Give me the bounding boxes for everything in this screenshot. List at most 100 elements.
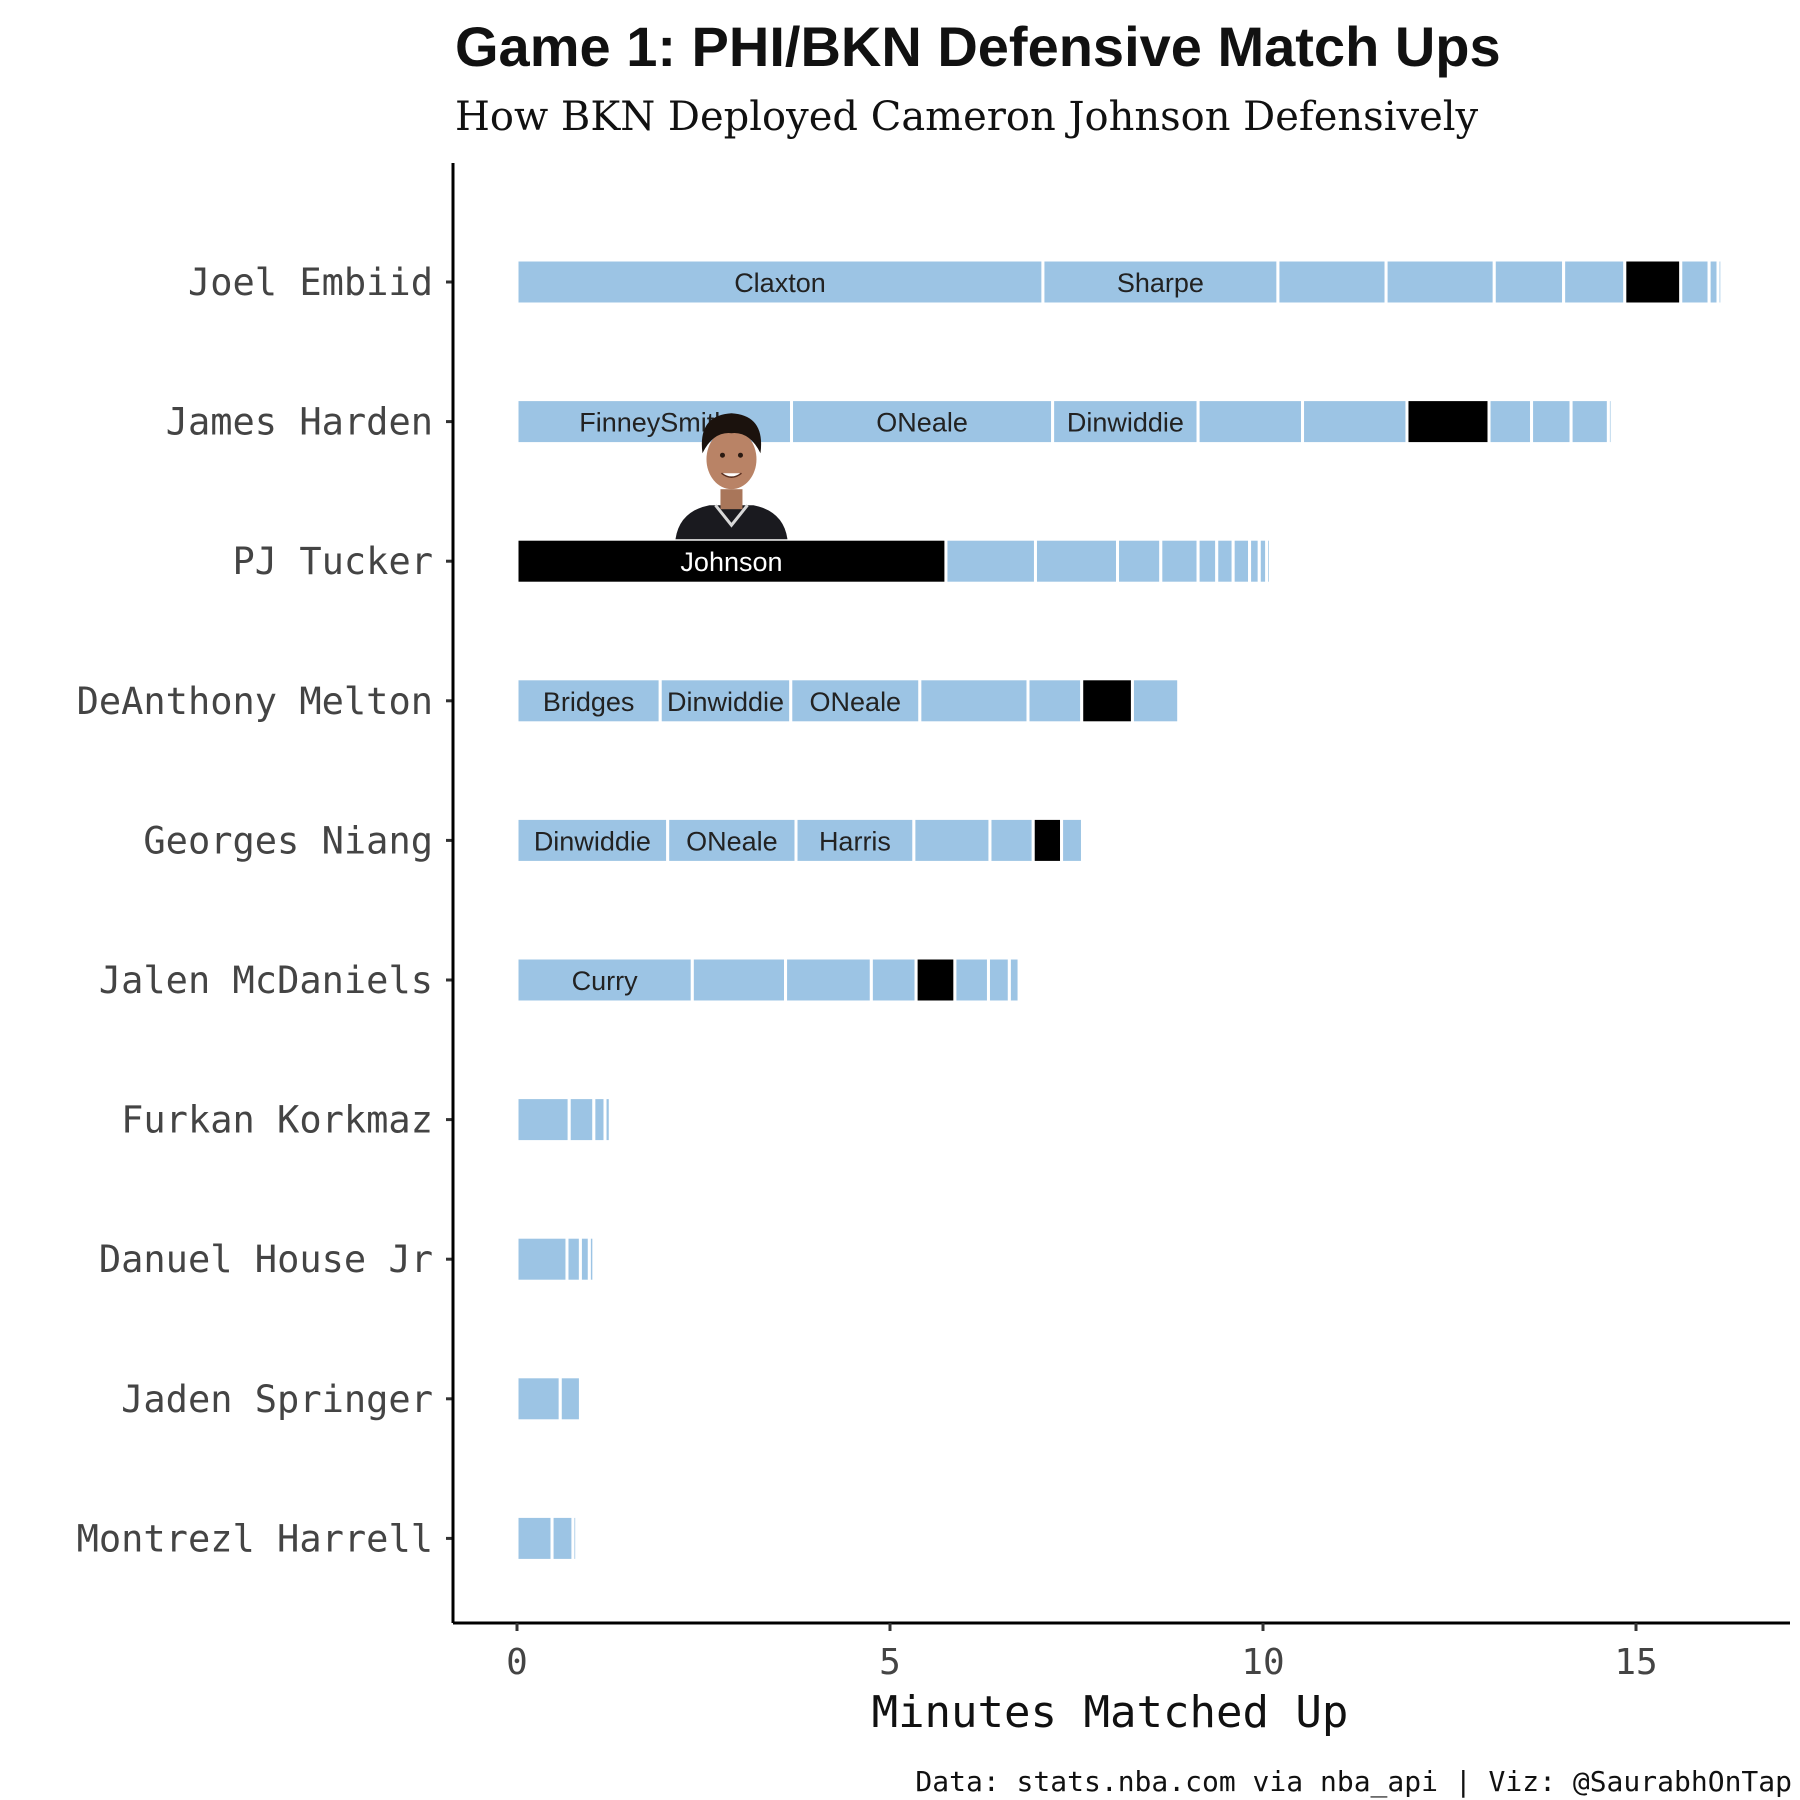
bar-segment-pj-tucker-2 [944, 537, 1037, 585]
segment-label-james-harden-oneale: ONeale [876, 408, 968, 438]
bar-segment-joel-embiid-3 [1276, 258, 1388, 306]
x-tick-label-15: 15 [1614, 1642, 1657, 1683]
segment-label-georges-niang-harris: Harris [819, 826, 891, 856]
bar-segment-james-harden-5 [1301, 398, 1409, 446]
y-label-montrezl-harrell: Montrezl Harrell [77, 1517, 433, 1560]
y-label-joel-embiid: Joel Embiid [188, 261, 433, 304]
bar-segment-joel-embiid-6 [1562, 258, 1627, 306]
y-label-pj-tucker: PJ Tucker [233, 540, 433, 583]
bar-segment-pj-tucker-6 [1196, 537, 1219, 585]
bar-segment-jalen-mcdaniels-7 [986, 956, 1011, 1004]
bar-segment-joel-embiid-7 [1623, 258, 1683, 306]
headshot-neck [720, 489, 743, 510]
bar-segment-georges-niang-6 [1031, 816, 1064, 864]
bar-segment-james-harden-3 [1051, 398, 1200, 446]
y-label-jaden-springer: Jaden Springer [121, 1378, 433, 1421]
bar-segment-james-harden-9 [1569, 398, 1610, 446]
segment-label-deanthony-melton-oneale: ONeale [810, 687, 902, 717]
bar-segment-jalen-mcdaniels-1 [515, 956, 694, 1004]
bar-segment-james-harden-4 [1196, 398, 1305, 446]
chart-subtitle: How BKN Deployed Cameron Johnson Defensi… [455, 94, 1479, 140]
bar-segment-furkan-korkmaz-1 [515, 1096, 571, 1144]
bar-segment-danuel-house-jr-2 [565, 1235, 582, 1283]
bar-segment-joel-embiid-1 [515, 258, 1045, 306]
bar-segment-joel-embiid-5 [1492, 258, 1566, 306]
bar-segment-pj-tucker-8 [1231, 537, 1252, 585]
x-tick-label-0: 0 [506, 1642, 528, 1683]
bar-segment-james-harden-2 [790, 398, 1055, 446]
y-label-georges-niang: Georges Niang [143, 819, 433, 862]
x-tick-label-10: 10 [1241, 1642, 1284, 1683]
bar-segment-jalen-mcdaniels-4 [869, 956, 918, 1004]
bar-segment-deanthony-melton-3 [789, 677, 922, 725]
y-label-furkan-korkmaz: Furkan Korkmaz [121, 1099, 433, 1142]
bar-segment-joel-embiid-10 [1716, 258, 1724, 306]
x-axis: 0 5 10 15 [453, 1621, 1790, 1683]
bar-segment-montrezl-harrell-2 [550, 1514, 575, 1562]
bar-segment-montrezl-harrell-1 [515, 1514, 554, 1562]
y-label-danuel-house-jr: Danuel House Jr [99, 1238, 433, 1281]
bar-segment-joel-embiid-2 [1041, 258, 1280, 306]
y-label-james-harden: James Harden [166, 401, 433, 444]
y-axis: Joel Embiid James Harden PJ Tucker DeAnthon… [77, 163, 455, 1623]
bar-segment-jalen-mcdaniels-3 [784, 956, 873, 1004]
bar-segment-georges-niang-5 [988, 816, 1035, 864]
headshot-face [706, 429, 757, 490]
headshot-jersey [675, 505, 788, 540]
headshot-hair [701, 413, 762, 454]
segment-label-joel-embiid-claxton: Claxton [734, 268, 826, 298]
bar-segment-pj-tucker-1 [515, 537, 948, 585]
bar-segment-danuel-house-jr-4 [587, 1235, 596, 1283]
bar-segment-joel-embiid-4 [1384, 258, 1496, 306]
bar-segment-joel-embiid-8 [1679, 258, 1711, 306]
chart-title: Game 1: PHI/BKN Defensive Match Ups [455, 15, 1501, 78]
bar-segment-jaden-springer-2 [558, 1375, 582, 1423]
segment-label-georges-niang-dinwiddie: Dinwiddie [534, 826, 651, 856]
headshot-eye-left [719, 452, 725, 458]
bar-segment-georges-niang-7 [1060, 816, 1084, 864]
bar-segment-deanthony-melton-6 [1080, 677, 1134, 725]
player-headshot-icon [675, 413, 788, 540]
bar-segment-james-harden-7 [1487, 398, 1534, 446]
bar-segment-pj-tucker-11 [1265, 537, 1272, 585]
bar-segment-james-harden-6 [1405, 398, 1491, 446]
bar-segment-pj-tucker-7 [1215, 537, 1235, 585]
bar-segment-montrezl-harrell-3 [571, 1514, 579, 1562]
bar-segment-pj-tucker-4 [1116, 537, 1163, 585]
bar-segment-james-harden-8 [1530, 398, 1573, 446]
x-axis-title: Minutes Matched Up [872, 1687, 1349, 1738]
x-tick-label-5: 5 [879, 1642, 901, 1683]
bar-segment-furkan-korkmaz-4 [603, 1096, 612, 1144]
bar-segment-furkan-korkmaz-2 [567, 1096, 596, 1144]
bar-segment-james-harden-11 [1610, 398, 1617, 446]
bar-segment-georges-niang-4 [912, 816, 992, 864]
segment-label-james-harden-dinwiddie: Dinwiddie [1067, 408, 1184, 438]
bar-segment-pj-tucker-5 [1159, 537, 1200, 585]
segment-label-jalen-mcdaniels-curry: Curry [572, 966, 638, 996]
segment-label-georges-niang-oneale: ONeale [686, 826, 778, 856]
bar-segment-jalen-mcdaniels-2 [690, 956, 788, 1004]
segment-label-joel-embiid-sharpe: Sharpe [1117, 268, 1204, 298]
bar-segment-jalen-mcdaniels-5 [914, 956, 957, 1004]
bar-segment-deanthony-melton-7 [1130, 677, 1181, 725]
y-label-jalen-mcdaniels: Jalen McDaniels [99, 959, 433, 1002]
bar-segment-pj-tucker-3 [1033, 537, 1120, 585]
segment-label-pj-tucker-johnson: Johnson [680, 547, 782, 577]
headshot-jersey-trim [714, 504, 749, 528]
bar-segment-furkan-korkmaz-3 [592, 1096, 607, 1144]
bar-segment-jalen-mcdaniels-6 [953, 956, 990, 1004]
bar-segment-jalen-mcdaniels-8 [1007, 956, 1021, 1004]
bar-segment-deanthony-melton-1 [515, 677, 662, 725]
bar-segment-georges-niang-3 [794, 816, 916, 864]
chart-caption: Data: stats.nba.com via nba_api | Viz: @… [915, 1765, 1792, 1799]
segment-label-deanthony-melton-dinwiddie: Dinwiddie [667, 687, 784, 717]
bar-segment-jaden-springer-1 [515, 1375, 562, 1423]
y-label-deanthony-melton: DeAnthony Melton [77, 680, 433, 723]
bar-segment-deanthony-melton-5 [1026, 677, 1084, 725]
segment-label-deanthony-melton-bridges: Bridges [543, 687, 635, 717]
bar-segment-deanthony-melton-4 [918, 677, 1030, 725]
headshot-eye-right [737, 452, 743, 458]
bar-segment-danuel-house-jr-1 [515, 1235, 569, 1283]
